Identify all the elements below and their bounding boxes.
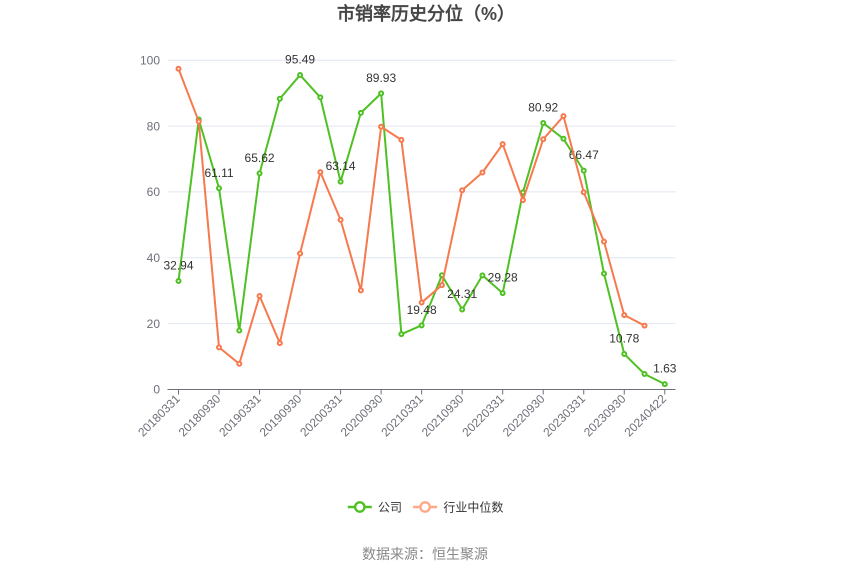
svg-text:80.92: 80.92 [528,101,558,115]
svg-text:20220331: 20220331 [459,391,507,439]
svg-text:19.48: 19.48 [407,303,437,317]
svg-text:20: 20 [147,317,161,331]
svg-text:行业中位数: 行业中位数 [443,499,503,514]
svg-text:65.62: 65.62 [245,151,275,165]
svg-text:20230331: 20230331 [540,391,588,439]
svg-text:29.28: 29.28 [488,271,518,285]
svg-text:数据来源：恒生聚源: 数据来源：恒生聚源 [362,546,488,562]
svg-text:20190331: 20190331 [216,391,264,439]
svg-text:60: 60 [147,185,161,199]
svg-text:1.63: 1.63 [653,362,677,376]
svg-text:20240422: 20240422 [621,391,669,439]
svg-text:20180331: 20180331 [135,391,183,439]
svg-text:100: 100 [140,53,160,67]
svg-text:80: 80 [147,119,161,133]
svg-text:20220930: 20220930 [500,391,548,439]
svg-text:20190930: 20190930 [257,391,305,439]
svg-text:20200930: 20200930 [338,391,386,439]
svg-text:24.31: 24.31 [447,287,477,301]
svg-text:20210930: 20210930 [419,391,467,439]
svg-text:市销率历史分位（%）: 市销率历史分位（%） [337,3,515,24]
svg-text:20210331: 20210331 [378,391,426,439]
svg-text:32.94: 32.94 [163,259,193,273]
svg-text:95.49: 95.49 [285,53,315,67]
svg-text:89.93: 89.93 [366,71,396,85]
svg-text:40: 40 [147,251,161,265]
svg-text:公司: 公司 [378,500,402,514]
svg-text:20180930: 20180930 [176,391,224,439]
svg-text:10.78: 10.78 [609,332,639,346]
svg-text:0: 0 [153,383,160,397]
svg-text:63.14: 63.14 [326,159,356,173]
svg-text:61.11: 61.11 [204,166,233,180]
svg-text:20200331: 20200331 [297,391,345,439]
svg-text:66.47: 66.47 [569,148,599,162]
svg-text:20230930: 20230930 [581,391,629,439]
